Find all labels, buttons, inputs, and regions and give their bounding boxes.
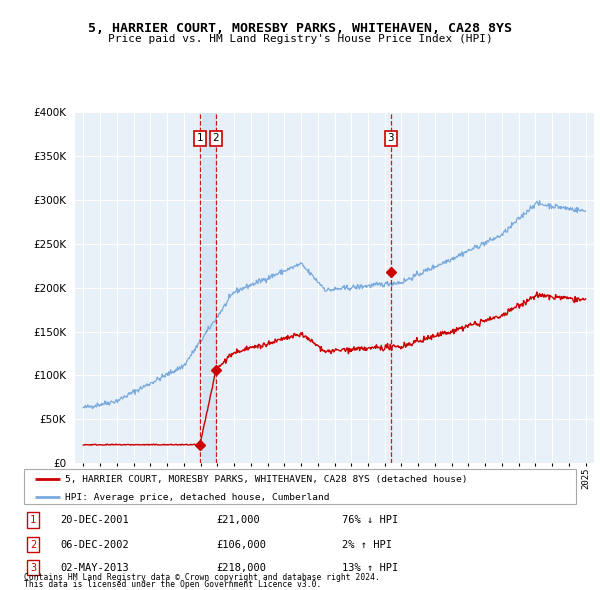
Text: 3: 3 [388,133,394,143]
Text: Price paid vs. HM Land Registry's House Price Index (HPI): Price paid vs. HM Land Registry's House … [107,34,493,44]
Text: £106,000: £106,000 [216,540,266,549]
Text: 3: 3 [30,563,36,572]
Text: 5, HARRIER COURT, MORESBY PARKS, WHITEHAVEN, CA28 8YS: 5, HARRIER COURT, MORESBY PARKS, WHITEHA… [88,22,512,35]
Text: This data is licensed under the Open Government Licence v3.0.: This data is licensed under the Open Gov… [24,581,322,589]
Text: 13% ↑ HPI: 13% ↑ HPI [342,563,398,572]
Text: 02-MAY-2013: 02-MAY-2013 [60,563,129,572]
Text: £218,000: £218,000 [216,563,266,572]
Text: 2: 2 [212,133,219,143]
Text: HPI: Average price, detached house, Cumberland: HPI: Average price, detached house, Cumb… [65,493,330,502]
FancyBboxPatch shape [24,469,576,504]
Text: 06-DEC-2002: 06-DEC-2002 [60,540,129,549]
Text: 20-DEC-2001: 20-DEC-2001 [60,516,129,525]
Text: £21,000: £21,000 [216,516,260,525]
Text: 5, HARRIER COURT, MORESBY PARKS, WHITEHAVEN, CA28 8YS (detached house): 5, HARRIER COURT, MORESBY PARKS, WHITEHA… [65,475,468,484]
Text: 1: 1 [197,133,203,143]
Text: 2% ↑ HPI: 2% ↑ HPI [342,540,392,549]
Text: Contains HM Land Registry data © Crown copyright and database right 2024.: Contains HM Land Registry data © Crown c… [24,573,380,582]
Text: 1: 1 [30,516,36,525]
Bar [200,112,216,463]
Text: 76% ↓ HPI: 76% ↓ HPI [342,516,398,525]
Text: 2: 2 [30,540,36,549]
